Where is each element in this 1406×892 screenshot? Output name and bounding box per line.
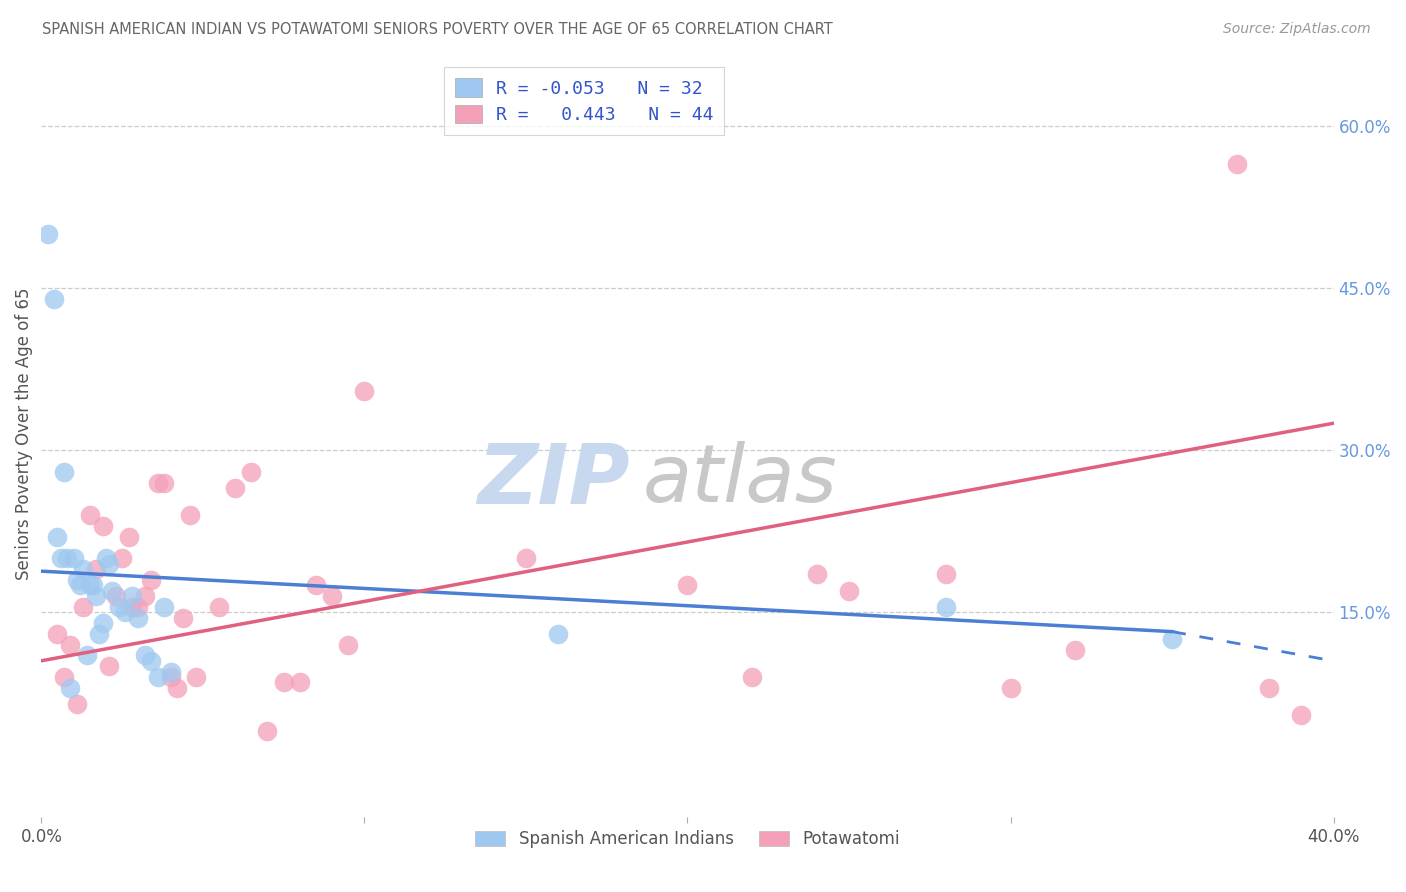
Y-axis label: Seniors Poverty Over the Age of 65: Seniors Poverty Over the Age of 65 [15, 288, 32, 581]
Point [166, 681, 188, 695]
Point [66, 573, 89, 587]
Point [146, 475, 169, 490]
Point [111, 551, 134, 566]
Point [1226, 157, 1249, 171]
Point [1161, 632, 1184, 647]
Point [288, 675, 311, 690]
Point [935, 567, 957, 582]
Point [273, 675, 295, 690]
Point [46, 530, 69, 544]
Point [321, 589, 343, 603]
Legend: Spanish American Indians, Potawatomi: Spanish American Indians, Potawatomi [468, 823, 907, 855]
Point [89, 627, 111, 641]
Point [159, 670, 181, 684]
Point [114, 605, 136, 619]
Point [179, 508, 201, 522]
Point [76, 648, 98, 663]
Point [173, 610, 195, 624]
Point [79, 578, 101, 592]
Point [127, 610, 149, 624]
Point [66, 697, 89, 711]
Point [134, 589, 156, 603]
Point [208, 599, 231, 614]
Point [84, 589, 107, 603]
Point [806, 567, 828, 582]
Point [98, 557, 121, 571]
Point [52, 465, 75, 479]
Point [153, 599, 176, 614]
Point [59, 681, 82, 695]
Point [159, 665, 181, 679]
Point [146, 670, 169, 684]
Point [52, 670, 75, 684]
Point [256, 723, 278, 738]
Point [337, 638, 360, 652]
Point [515, 551, 537, 566]
Point [240, 465, 263, 479]
Point [72, 599, 94, 614]
Point [676, 578, 699, 592]
Point [62, 551, 84, 566]
Point [224, 481, 246, 495]
Text: ZIP: ZIP [477, 440, 630, 521]
Text: SPANISH AMERICAN INDIAN VS POTAWATOMI SENIORS POVERTY OVER THE AGE OF 65 CORRELA: SPANISH AMERICAN INDIAN VS POTAWATOMI SE… [42, 22, 832, 37]
Point [134, 648, 156, 663]
Point [1258, 681, 1281, 695]
Point [117, 530, 139, 544]
Point [838, 583, 860, 598]
Point [121, 599, 143, 614]
Point [141, 654, 163, 668]
Point [37, 227, 59, 242]
Point [741, 670, 763, 684]
Point [141, 573, 163, 587]
Point [153, 475, 176, 490]
Point [101, 583, 124, 598]
Point [91, 518, 114, 533]
Point [56, 551, 79, 566]
Point [98, 659, 121, 673]
Point [353, 384, 375, 398]
Point [49, 551, 72, 566]
Point [46, 627, 69, 641]
Text: Source: ZipAtlas.com: Source: ZipAtlas.com [1223, 22, 1371, 37]
Point [84, 562, 107, 576]
Point [935, 599, 957, 614]
Point [127, 599, 149, 614]
Point [94, 551, 117, 566]
Point [305, 578, 328, 592]
Point [44, 292, 66, 306]
Point [108, 599, 131, 614]
Point [69, 578, 91, 592]
Point [186, 670, 208, 684]
Point [1000, 681, 1022, 695]
Point [91, 615, 114, 630]
Point [104, 589, 127, 603]
Point [1064, 643, 1087, 657]
Point [72, 562, 94, 576]
Point [79, 508, 101, 522]
Point [1291, 707, 1313, 722]
Point [547, 627, 569, 641]
Point [82, 578, 104, 592]
Point [121, 589, 143, 603]
Point [59, 638, 82, 652]
Text: atlas: atlas [643, 441, 837, 519]
